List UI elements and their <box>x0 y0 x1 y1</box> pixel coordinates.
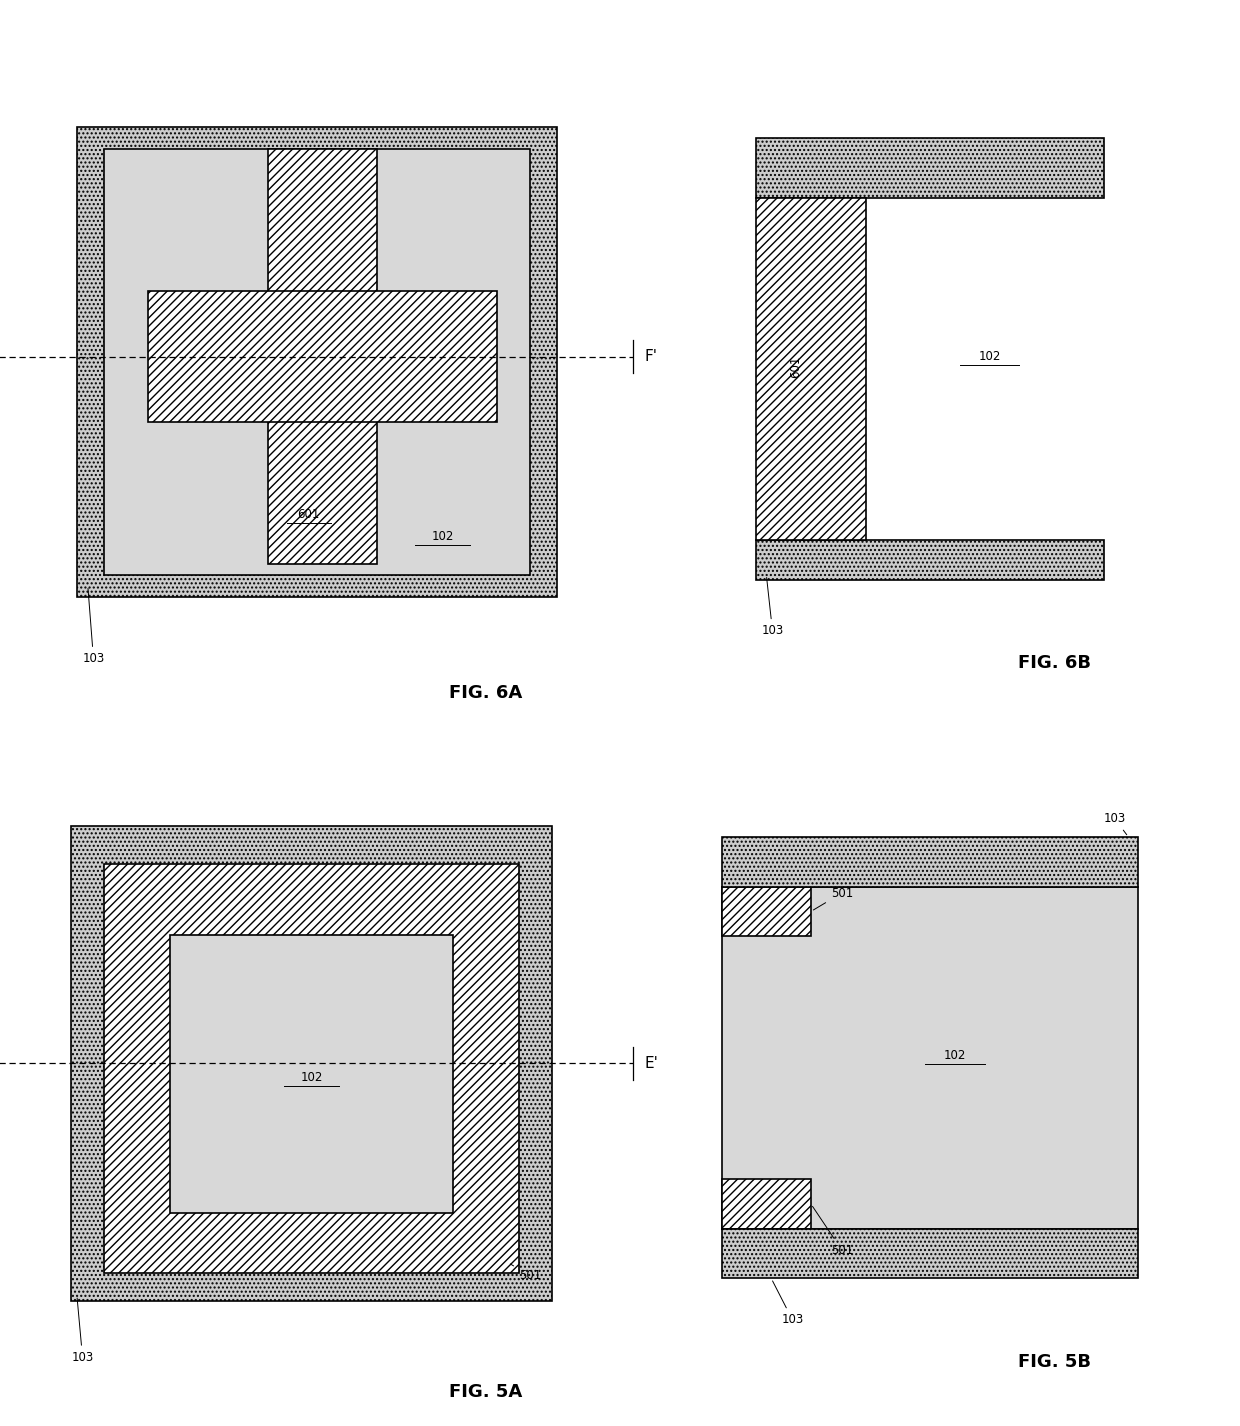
Bar <box>268 150 377 563</box>
Text: 501: 501 <box>511 1263 541 1282</box>
Bar <box>148 291 497 422</box>
Bar <box>104 864 518 1273</box>
Text: FIG. 5B: FIG. 5B <box>1018 1353 1090 1370</box>
Text: 102: 102 <box>432 530 454 543</box>
Bar <box>72 826 552 1301</box>
Text: F': F' <box>645 349 657 364</box>
Text: 103: 103 <box>773 1281 804 1326</box>
Bar <box>170 935 454 1214</box>
Text: 103: 103 <box>72 1298 94 1363</box>
Bar <box>722 1179 811 1229</box>
Text: 601: 601 <box>790 355 802 378</box>
Text: FIG. 5A: FIG. 5A <box>449 1383 523 1400</box>
Text: 103: 103 <box>761 578 784 637</box>
Text: FIG. 6A: FIG. 6A <box>449 684 523 702</box>
Bar <box>722 1229 1138 1279</box>
Text: 102: 102 <box>978 349 1001 364</box>
Text: 102: 102 <box>944 1048 966 1062</box>
Bar <box>104 150 529 575</box>
Bar <box>77 127 557 596</box>
Text: 103: 103 <box>1104 813 1127 834</box>
Bar <box>722 887 1138 1229</box>
Text: 501: 501 <box>813 887 853 910</box>
Text: 102: 102 <box>300 1071 322 1084</box>
Bar <box>756 540 1104 580</box>
Bar <box>722 837 1138 887</box>
Bar <box>756 138 1104 198</box>
Text: 103: 103 <box>82 589 104 665</box>
Text: E': E' <box>645 1055 658 1071</box>
Bar <box>756 198 866 540</box>
Text: 501: 501 <box>812 1206 853 1256</box>
Bar <box>722 887 811 937</box>
Text: 601: 601 <box>298 508 320 522</box>
Text: FIG. 6B: FIG. 6B <box>1018 655 1090 672</box>
